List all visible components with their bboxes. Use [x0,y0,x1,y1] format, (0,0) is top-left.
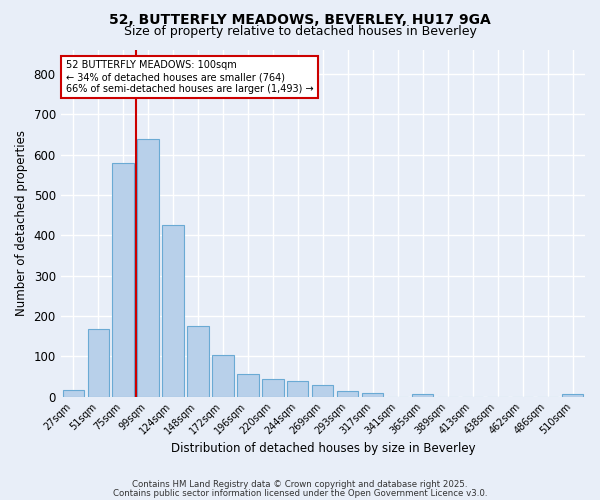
Y-axis label: Number of detached properties: Number of detached properties [15,130,28,316]
Bar [212,355,233,397]
Bar [112,163,134,396]
Bar [137,138,158,396]
Text: Contains public sector information licensed under the Open Government Licence v3: Contains public sector information licen… [113,488,487,498]
Bar [187,326,209,396]
Bar [88,330,109,396]
Bar [62,390,84,396]
Bar [562,394,583,396]
Text: Size of property relative to detached houses in Beverley: Size of property relative to detached ho… [124,25,476,38]
Bar [262,378,284,396]
Bar [163,226,184,396]
Bar [312,384,334,396]
X-axis label: Distribution of detached houses by size in Beverley: Distribution of detached houses by size … [170,442,475,455]
Text: 52, BUTTERFLY MEADOWS, BEVERLEY, HU17 9GA: 52, BUTTERFLY MEADOWS, BEVERLEY, HU17 9G… [109,12,491,26]
Bar [362,394,383,396]
Text: 52 BUTTERFLY MEADOWS: 100sqm
← 34% of detached houses are smaller (764)
66% of s: 52 BUTTERFLY MEADOWS: 100sqm ← 34% of de… [66,60,314,94]
Bar [238,374,259,396]
Bar [287,382,308,396]
Bar [337,390,358,396]
Bar [412,394,433,396]
Text: Contains HM Land Registry data © Crown copyright and database right 2025.: Contains HM Land Registry data © Crown c… [132,480,468,489]
